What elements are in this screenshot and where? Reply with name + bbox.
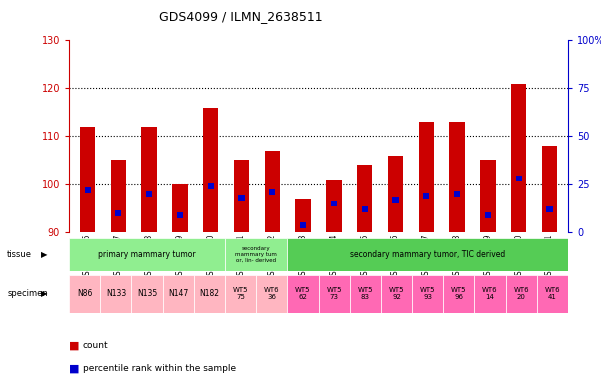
Bar [80,127,96,232]
Text: WT6
41: WT6 41 [545,287,560,300]
Bar [300,222,307,227]
Bar [362,206,368,212]
Bar [234,160,249,232]
Text: ▶: ▶ [41,289,47,298]
Bar [203,108,218,232]
Bar [115,210,121,216]
Bar [177,212,183,218]
Bar [381,275,412,313]
Text: WT6
14: WT6 14 [482,287,498,300]
Bar [146,191,152,197]
Text: WT5
73: WT5 73 [326,287,342,300]
Text: percentile rank within the sample: percentile rank within the sample [83,364,236,373]
Text: WT5
93: WT5 93 [420,287,435,300]
Bar [319,275,350,313]
Text: secondary
mammary tum
or, lin- derived: secondary mammary tum or, lin- derived [235,247,277,262]
Bar [454,191,460,197]
Bar [546,206,552,212]
Bar [163,275,194,313]
Text: tissue: tissue [7,250,32,259]
Bar [132,275,163,313]
Text: WT5
92: WT5 92 [389,287,404,300]
Text: ■: ■ [69,364,79,374]
Bar [443,275,474,313]
Text: N147: N147 [168,289,188,298]
Bar [287,275,319,313]
Bar [208,183,214,189]
Text: GDS4099 / ILMN_2638511: GDS4099 / ILMN_2638511 [159,10,322,23]
Bar [419,122,434,232]
Bar [225,275,256,313]
Bar [331,200,337,206]
Bar [412,275,443,313]
Text: specimen: specimen [7,289,48,298]
Bar [296,199,311,232]
Text: primary mammary tumor: primary mammary tumor [98,250,196,259]
Bar [69,238,225,271]
Text: N135: N135 [137,289,157,298]
Text: ▶: ▶ [41,250,47,259]
Bar [111,160,126,232]
Bar [269,189,275,195]
Text: WT5
83: WT5 83 [358,287,373,300]
Bar [326,179,341,232]
Bar [100,275,132,313]
Bar [225,238,287,271]
Text: WT5
96: WT5 96 [451,287,466,300]
Text: secondary mammary tumor, TIC derived: secondary mammary tumor, TIC derived [350,250,505,259]
Bar [511,83,526,232]
Bar [542,146,557,232]
Text: N182: N182 [200,289,219,298]
Bar [194,275,225,313]
Bar [264,151,280,232]
Text: WT6
20: WT6 20 [513,287,529,300]
Bar [357,165,373,232]
Text: count: count [83,341,109,350]
Bar [474,275,505,313]
Text: WT6
36: WT6 36 [264,287,279,300]
Bar [388,156,403,232]
Bar [480,160,496,232]
Bar [172,184,188,232]
Bar [85,187,91,193]
Bar [392,197,398,202]
Bar [350,275,381,313]
Bar [516,175,522,181]
Bar [485,212,491,218]
Bar [239,195,245,200]
Bar [256,275,287,313]
Text: N133: N133 [106,289,126,298]
Text: ■: ■ [69,341,79,351]
Bar [141,127,157,232]
Bar [287,238,568,271]
Bar [537,275,568,313]
Text: WT5
75: WT5 75 [233,287,248,300]
Bar [505,275,537,313]
Bar [423,193,429,199]
Text: N86: N86 [77,289,93,298]
Bar [450,122,465,232]
Text: WT5
62: WT5 62 [295,287,311,300]
Bar [69,275,100,313]
